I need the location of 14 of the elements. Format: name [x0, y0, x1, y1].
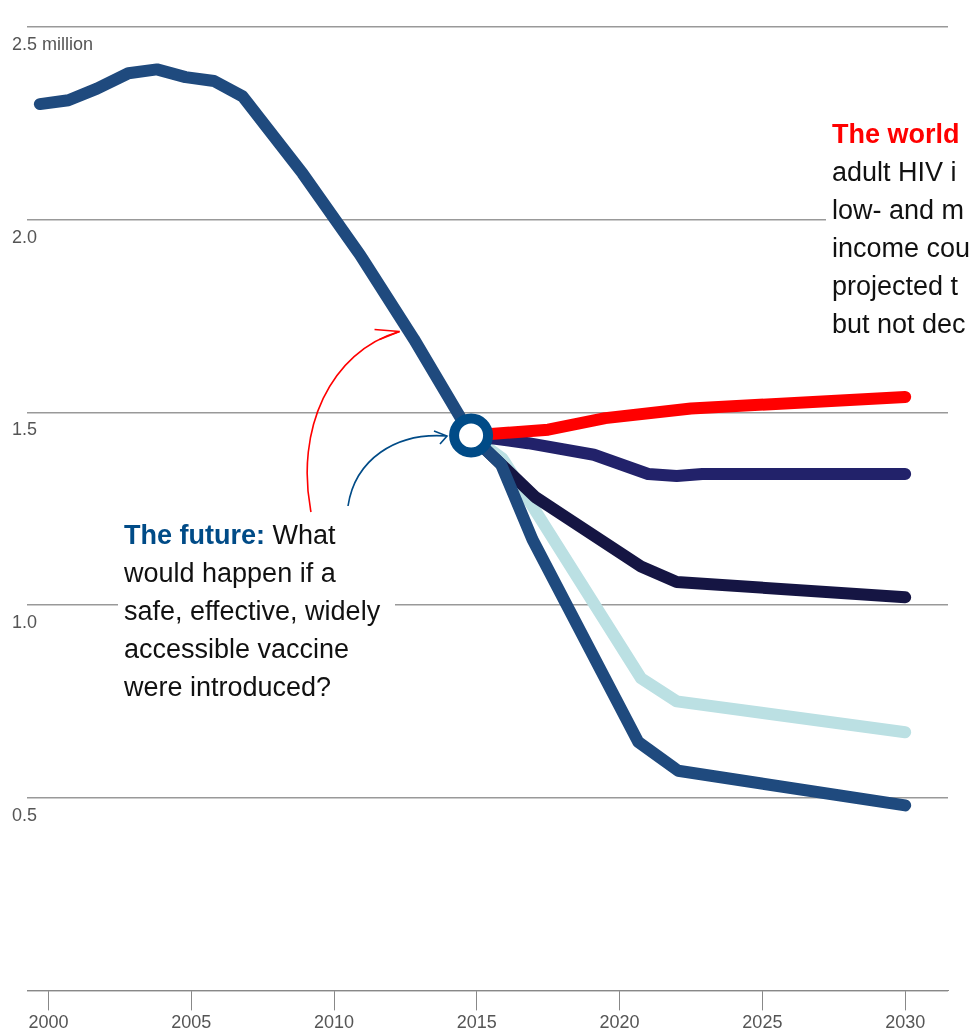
- x-tick-label: 2000: [28, 1012, 69, 1033]
- x-tick-label: 2015: [456, 1012, 497, 1033]
- x-tick-label: 2030: [885, 1012, 926, 1033]
- annotation: The future: What would happen if a safe, effective, widely accessible vaccine were introduced?: [118, 516, 395, 712]
- y-tick-label: 2.0: [12, 226, 38, 247]
- y-tick-label: 1.5: [12, 419, 38, 440]
- x-tick-label: 2025: [742, 1012, 783, 1033]
- x-tick-label: 2005: [171, 1012, 212, 1033]
- annotation: The world adult HIV i low- and m income cou projected t but not dec: [826, 115, 975, 343]
- x-tick-label: 2010: [313, 1012, 355, 1033]
- y-tick-label: 2.5 million: [12, 33, 94, 54]
- x-tick-label: 2020: [599, 1012, 640, 1033]
- y-tick-label: 0.5: [12, 804, 38, 825]
- y-tick-label: 1.0: [12, 612, 38, 633]
